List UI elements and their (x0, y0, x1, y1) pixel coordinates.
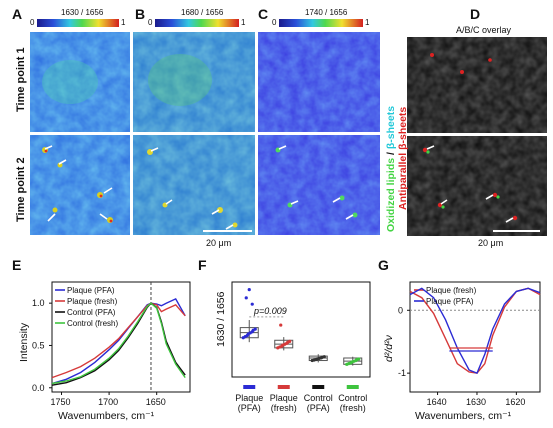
ratio-title-a: 1630 / 1656 (61, 8, 104, 17)
category-label-f-1-1: (fresh) (271, 403, 297, 413)
plot-frame-e (51, 281, 191, 393)
x-axis-label-e: Wavenumbers, cm⁻¹ (58, 410, 155, 422)
chart-f: 1630 / 1656Plaque(PFA)Plaque(fresh)Contr… (215, 281, 371, 413)
point-f-2-6 (314, 357, 318, 362)
x-tick-label-g-1: 1630 (466, 397, 486, 407)
panel-label-e: E (12, 257, 21, 273)
panel-label-g: G (378, 257, 389, 273)
arrow-markers-d (426, 145, 514, 223)
colorbar-c (279, 19, 363, 27)
point-f-0-6 (245, 333, 249, 338)
colorbar-min-b: 0 (148, 18, 153, 27)
svg-text:Oxidized lipids / β-sheets: Oxidized lipids / β-sheets (385, 106, 397, 232)
point-f-3-6 (349, 361, 353, 365)
point-f-2-7 (319, 356, 323, 360)
outlier-f-0-0 (244, 296, 248, 300)
point-f-0-5 (253, 327, 257, 331)
x-tick-label-e-2: 1650 (146, 397, 166, 407)
point-f-1-7 (285, 341, 289, 345)
legend-label-g-1: Plaque (PFA) (426, 297, 474, 306)
point-f-1-5 (288, 339, 292, 344)
y-tick-label-g-1: -1 (398, 368, 406, 378)
plot-frame-f (231, 281, 371, 378)
row-label-2: Time point 2 (15, 157, 27, 222)
category-label-f-2-0: Control (304, 393, 333, 403)
colorbar-a (37, 19, 119, 27)
legend-label-e-2: Control (PFA) (67, 308, 116, 317)
x-tick-label-e-1: 1700 (98, 397, 118, 407)
colorbar-max-b: 1 (241, 18, 246, 27)
y-tick-label-e-1: 0.5 (32, 340, 45, 350)
x-axis-label-g: Wavenumbers, cm⁻¹ (415, 410, 512, 422)
y-tick-label-g-0: 0 (398, 305, 403, 315)
point-f-3-5 (357, 357, 361, 361)
chart-e: 1750 1700 1650 0.0 0.5 1.0 Wavenumbers, cm⁻¹ In… (18, 281, 191, 422)
panel-label-c: C (258, 6, 268, 22)
y-tick-label-e-0: 0.0 (32, 383, 45, 393)
y-tick-label-e-2: 1.0 (32, 298, 45, 308)
panel-label-a: A (12, 6, 22, 22)
category-swatch-f-3 (346, 385, 359, 389)
ratio-title-b: 1680 / 1656 (181, 8, 224, 17)
category-label-f-3-0: Control (338, 393, 367, 403)
legend-label-e-0: Plaque (PFA) (67, 286, 115, 295)
plot-frame-g (409, 281, 541, 393)
panel-c: C 0 1 1740 / 1656 (258, 6, 380, 235)
legend-sep: / (385, 149, 397, 158)
category-label-f-1-0: Plaque (270, 393, 298, 403)
legend-label-g-0: Plaque (fresh) (426, 286, 477, 295)
colorbar-min-c: 0 (272, 18, 277, 27)
outlier-f-0-2 (250, 302, 254, 306)
colorbar-b (155, 19, 239, 27)
panel-label-b: B (135, 6, 145, 22)
chart-g: 1640 1630 1620 0 -1 Wavenumbers, cm⁻¹ d²/d²ν Pl… (383, 281, 541, 422)
legend-label-e-1: Plaque (fresh) (67, 297, 118, 306)
point-f-3-7 (354, 358, 358, 363)
panel-label-f: F (198, 257, 207, 273)
y-axis-label-e: Intensity (18, 322, 30, 362)
panel-d: D A/B/C overlay 20 μm (407, 6, 547, 248)
x-tick-label-g-0: 1640 (427, 397, 447, 407)
series-line-e-3 (51, 302, 186, 385)
x-tick-label-e-0: 1750 (51, 397, 71, 407)
scalebar-label-2: 20 μm (478, 238, 503, 248)
colorbar-min-a: 0 (30, 18, 35, 27)
category-swatch-f-1 (277, 385, 290, 389)
overlay-legend: Oxidized lipids / β-sheets (385, 106, 397, 232)
overlay-title: A/B/C overlay (456, 25, 512, 35)
point-f-0-7 (250, 330, 254, 334)
panel-a: A 0 1 1630 / 1656 (12, 6, 130, 235)
category-label-f-0-0: Plaque (235, 393, 263, 403)
series-line-e-1 (51, 302, 186, 379)
arrow-markers-c (278, 145, 354, 220)
legend-label-e-3: Control (fresh) (67, 319, 118, 328)
category-swatch-f-0 (243, 385, 256, 389)
point-f-2-5 (322, 355, 326, 359)
y-axis-label-g: d²/d²ν (383, 334, 395, 362)
ratio-title-c: 1740 / 1656 (305, 8, 348, 17)
colorbar-max-a: 1 (121, 18, 126, 27)
legend-beta: β-sheets (385, 106, 397, 149)
scalebar-label-1: 20 μm (206, 238, 231, 248)
category-swatch-f-2 (312, 385, 325, 389)
legend-oxidized: Oxidized lipids (385, 158, 397, 232)
y-axis-label-f: 1630 / 1656 (215, 291, 227, 347)
category-label-f-2-1: (PFA) (307, 403, 330, 413)
p-value-label-f: p=0.009 (253, 306, 287, 316)
arrow-markers-b (150, 147, 234, 230)
colorbar-max-c: 1 (365, 18, 370, 27)
category-label-f-0-1: (PFA) (238, 403, 261, 413)
arrow-markers-a (44, 145, 113, 222)
outlier-f-1-0 (279, 323, 283, 327)
point-f-1-6 (280, 344, 284, 348)
legend-antiparallel: Antiparallel β-sheets (397, 107, 409, 210)
row-label-1: Time point 1 (15, 47, 27, 112)
category-label-f-3-1: (fresh) (340, 403, 366, 413)
panel-label-d: D (470, 6, 480, 22)
outlier-f-0-1 (247, 288, 251, 292)
panel-b: B 0 1 1680 / 1656 20 μm (133, 6, 255, 248)
x-tick-label-g-2: 1620 (505, 397, 525, 407)
series-line-g-1 (409, 287, 541, 375)
